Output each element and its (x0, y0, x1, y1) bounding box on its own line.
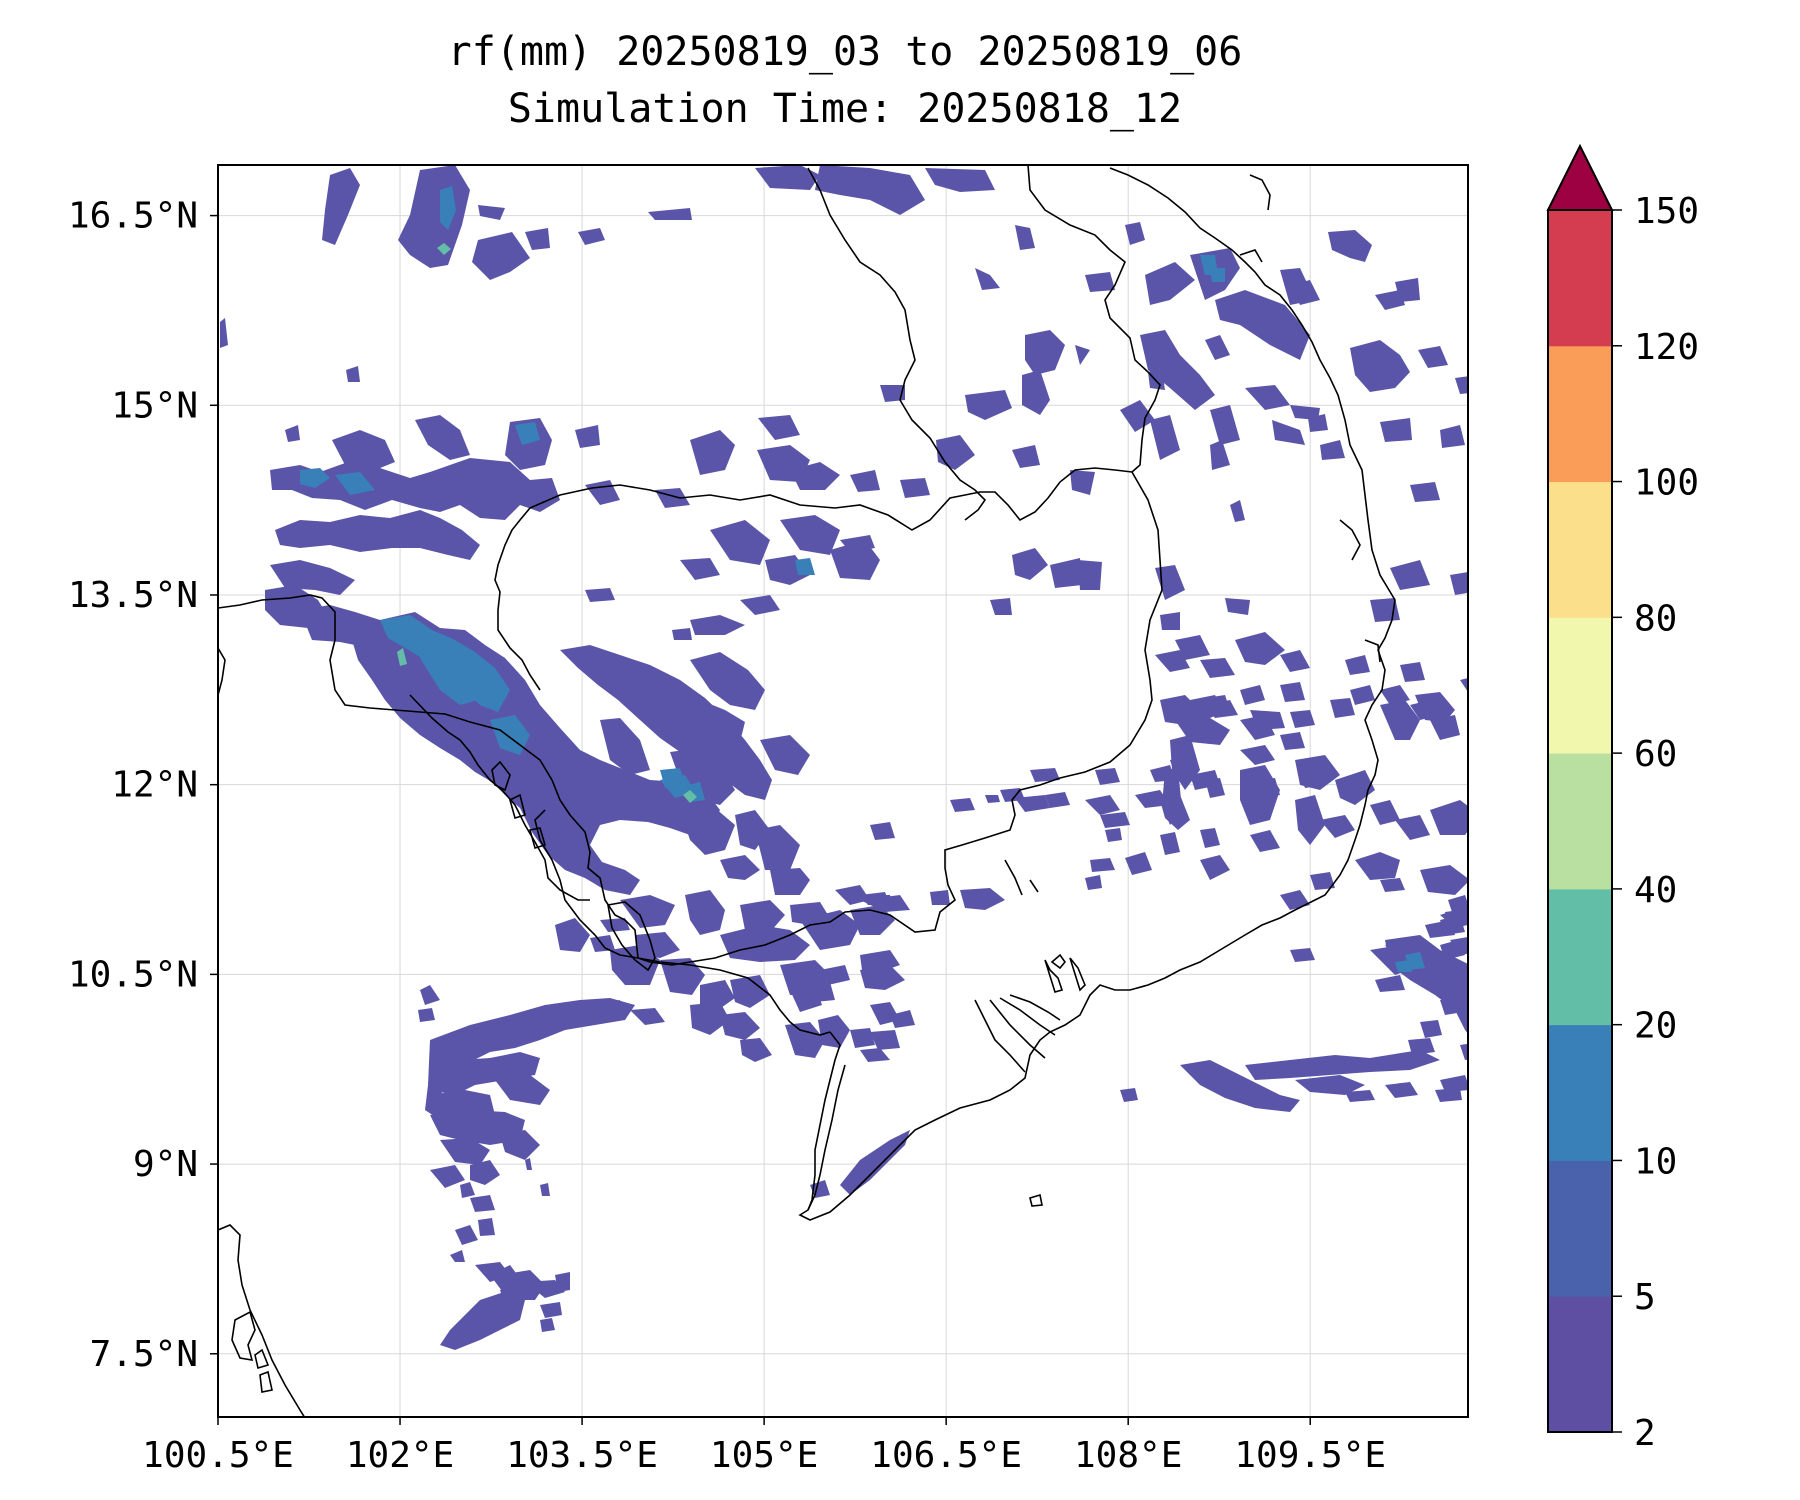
lon-tick-label: 109.5°E (1234, 1435, 1386, 1476)
title-line-1: rf(mm) 20250819_03 to 20250819_06 (448, 29, 1243, 75)
colorbar-segment (1548, 753, 1612, 890)
lat-tick-label: 10.5°N (68, 954, 198, 995)
colorbar-segment (1548, 1160, 1612, 1297)
coast-phuquoc (607, 901, 656, 972)
colorbar-tick-label: 40 (1634, 870, 1677, 911)
border-cambodia-west (494, 507, 541, 691)
rainfall-field (220, 165, 1468, 1350)
coast-malay-peninsula (218, 1224, 306, 1417)
axis-ticks: 100.5°E 102°E 103.5°E 105°E 106.5°E 108°E 109.… (68, 196, 1386, 1476)
colorbar-tick-label: 80 (1634, 598, 1677, 639)
map-frame (217, 164, 1469, 1418)
colorbar-segment (1548, 345, 1612, 483)
colorbar-segment (1548, 481, 1612, 618)
border-cambodia-vietnam (637, 471, 1163, 966)
lon-tick-label: 106.5°E (870, 1435, 1022, 1476)
rain-area-heavy (397, 243, 697, 803)
colorbar-tick-label: 60 (1634, 734, 1677, 775)
colorbar-tick-label: 2 (1634, 1413, 1656, 1454)
lat-tick-label: 12°N (111, 765, 198, 806)
coast-ca-mau-coast (807, 1064, 846, 1211)
lon-tick-label: 108°E (1074, 1435, 1182, 1476)
coast-thailand-gulf (218, 647, 226, 696)
map-frame-background (218, 165, 1468, 1417)
coastlines-and-borders (218, 165, 1396, 1417)
lat-tick-label: 9°N (133, 1144, 198, 1185)
colorbar-tick-label: 150 (1634, 191, 1699, 232)
lat-tick-label: 16.5°N (68, 196, 198, 237)
colorbar-segment (1548, 210, 1612, 347)
coast-tonle (1004, 859, 1039, 896)
lat-tick-label: 15°N (111, 385, 198, 426)
title-line-2: Simulation Time: 20250818_12 (508, 86, 1182, 132)
lon-tick-label: 100.5°E (142, 1435, 294, 1476)
coast-islands (1029, 953, 1086, 1207)
lon-tick-label: 103.5°E (506, 1435, 658, 1476)
border-laos-thailand (807, 167, 987, 521)
coast-vietnam-central-detail (1239, 174, 1381, 663)
colorbar-tick-label: 10 (1634, 1141, 1677, 1182)
rain-area-moderate (300, 186, 1425, 972)
colorbar: 2 5 10 20 40 60 80 100 120 150 (1546, 143, 1699, 1454)
coast-koh-kong (491, 760, 546, 850)
colorbar-segment (1548, 1024, 1612, 1161)
colorbar-segment (1548, 888, 1612, 1026)
colorbar-outline (1547, 209, 1613, 1433)
border-thailand-west (218, 594, 553, 781)
lon-tick-label: 105°E (710, 1435, 818, 1476)
border-laos-vietnam (1027, 165, 1161, 473)
colorbar-tick-label: 100 (1634, 463, 1699, 504)
colorbar-segment (1548, 617, 1612, 754)
coast-vietnam-south (637, 957, 831, 1036)
coast-malay-islands (231, 1310, 273, 1393)
coast-mekong-mouth (974, 994, 1061, 1073)
lat-tick-label: 7.5°N (90, 1334, 198, 1375)
colorbar-tick-label: 120 (1634, 327, 1699, 368)
rain-area-light (220, 165, 1468, 1350)
colorbar-tick-label: 5 (1634, 1277, 1656, 1318)
lat-tick-label: 13.5°N (68, 575, 198, 616)
colorbar-extend-arrow (1546, 143, 1614, 211)
coast-gulf-north (409, 694, 590, 901)
border-cambodia-north (529, 467, 1133, 531)
colorbar-tick-label: 20 (1634, 1006, 1677, 1047)
lon-tick-label: 102°E (346, 1435, 454, 1476)
colorbar-segment (1548, 1296, 1612, 1433)
coast-vietnam-delta (798, 167, 1396, 1221)
coast-cambodia (534, 779, 639, 959)
